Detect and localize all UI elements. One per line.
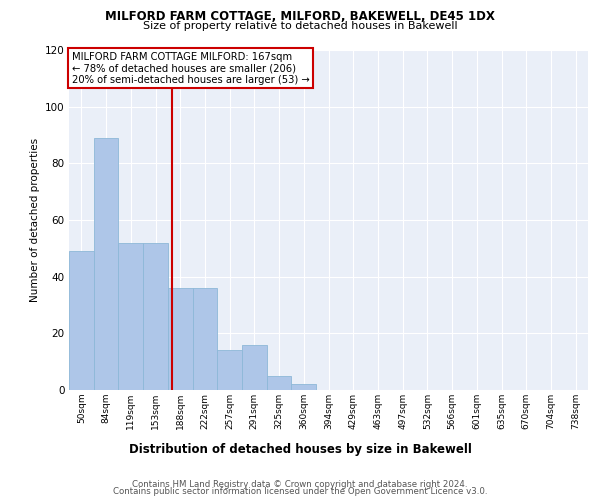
- Bar: [217, 350, 242, 390]
- Text: Contains public sector information licensed under the Open Government Licence v3: Contains public sector information licen…: [113, 488, 487, 496]
- Text: MILFORD FARM COTTAGE, MILFORD, BAKEWELL, DE45 1DX: MILFORD FARM COTTAGE, MILFORD, BAKEWELL,…: [105, 10, 495, 23]
- Bar: [242, 344, 267, 390]
- Text: Size of property relative to detached houses in Bakewell: Size of property relative to detached ho…: [143, 21, 457, 31]
- Bar: [118, 242, 143, 390]
- Bar: [69, 251, 94, 390]
- Bar: [143, 242, 168, 390]
- Bar: [168, 288, 193, 390]
- Text: Distribution of detached houses by size in Bakewell: Distribution of detached houses by size …: [128, 442, 472, 456]
- Bar: [193, 288, 217, 390]
- Text: Contains HM Land Registry data © Crown copyright and database right 2024.: Contains HM Land Registry data © Crown c…: [132, 480, 468, 489]
- Bar: [267, 376, 292, 390]
- Bar: [94, 138, 118, 390]
- Bar: [292, 384, 316, 390]
- Y-axis label: Number of detached properties: Number of detached properties: [29, 138, 40, 302]
- Text: MILFORD FARM COTTAGE MILFORD: 167sqm
← 78% of detached houses are smaller (206)
: MILFORD FARM COTTAGE MILFORD: 167sqm ← 7…: [71, 52, 310, 85]
